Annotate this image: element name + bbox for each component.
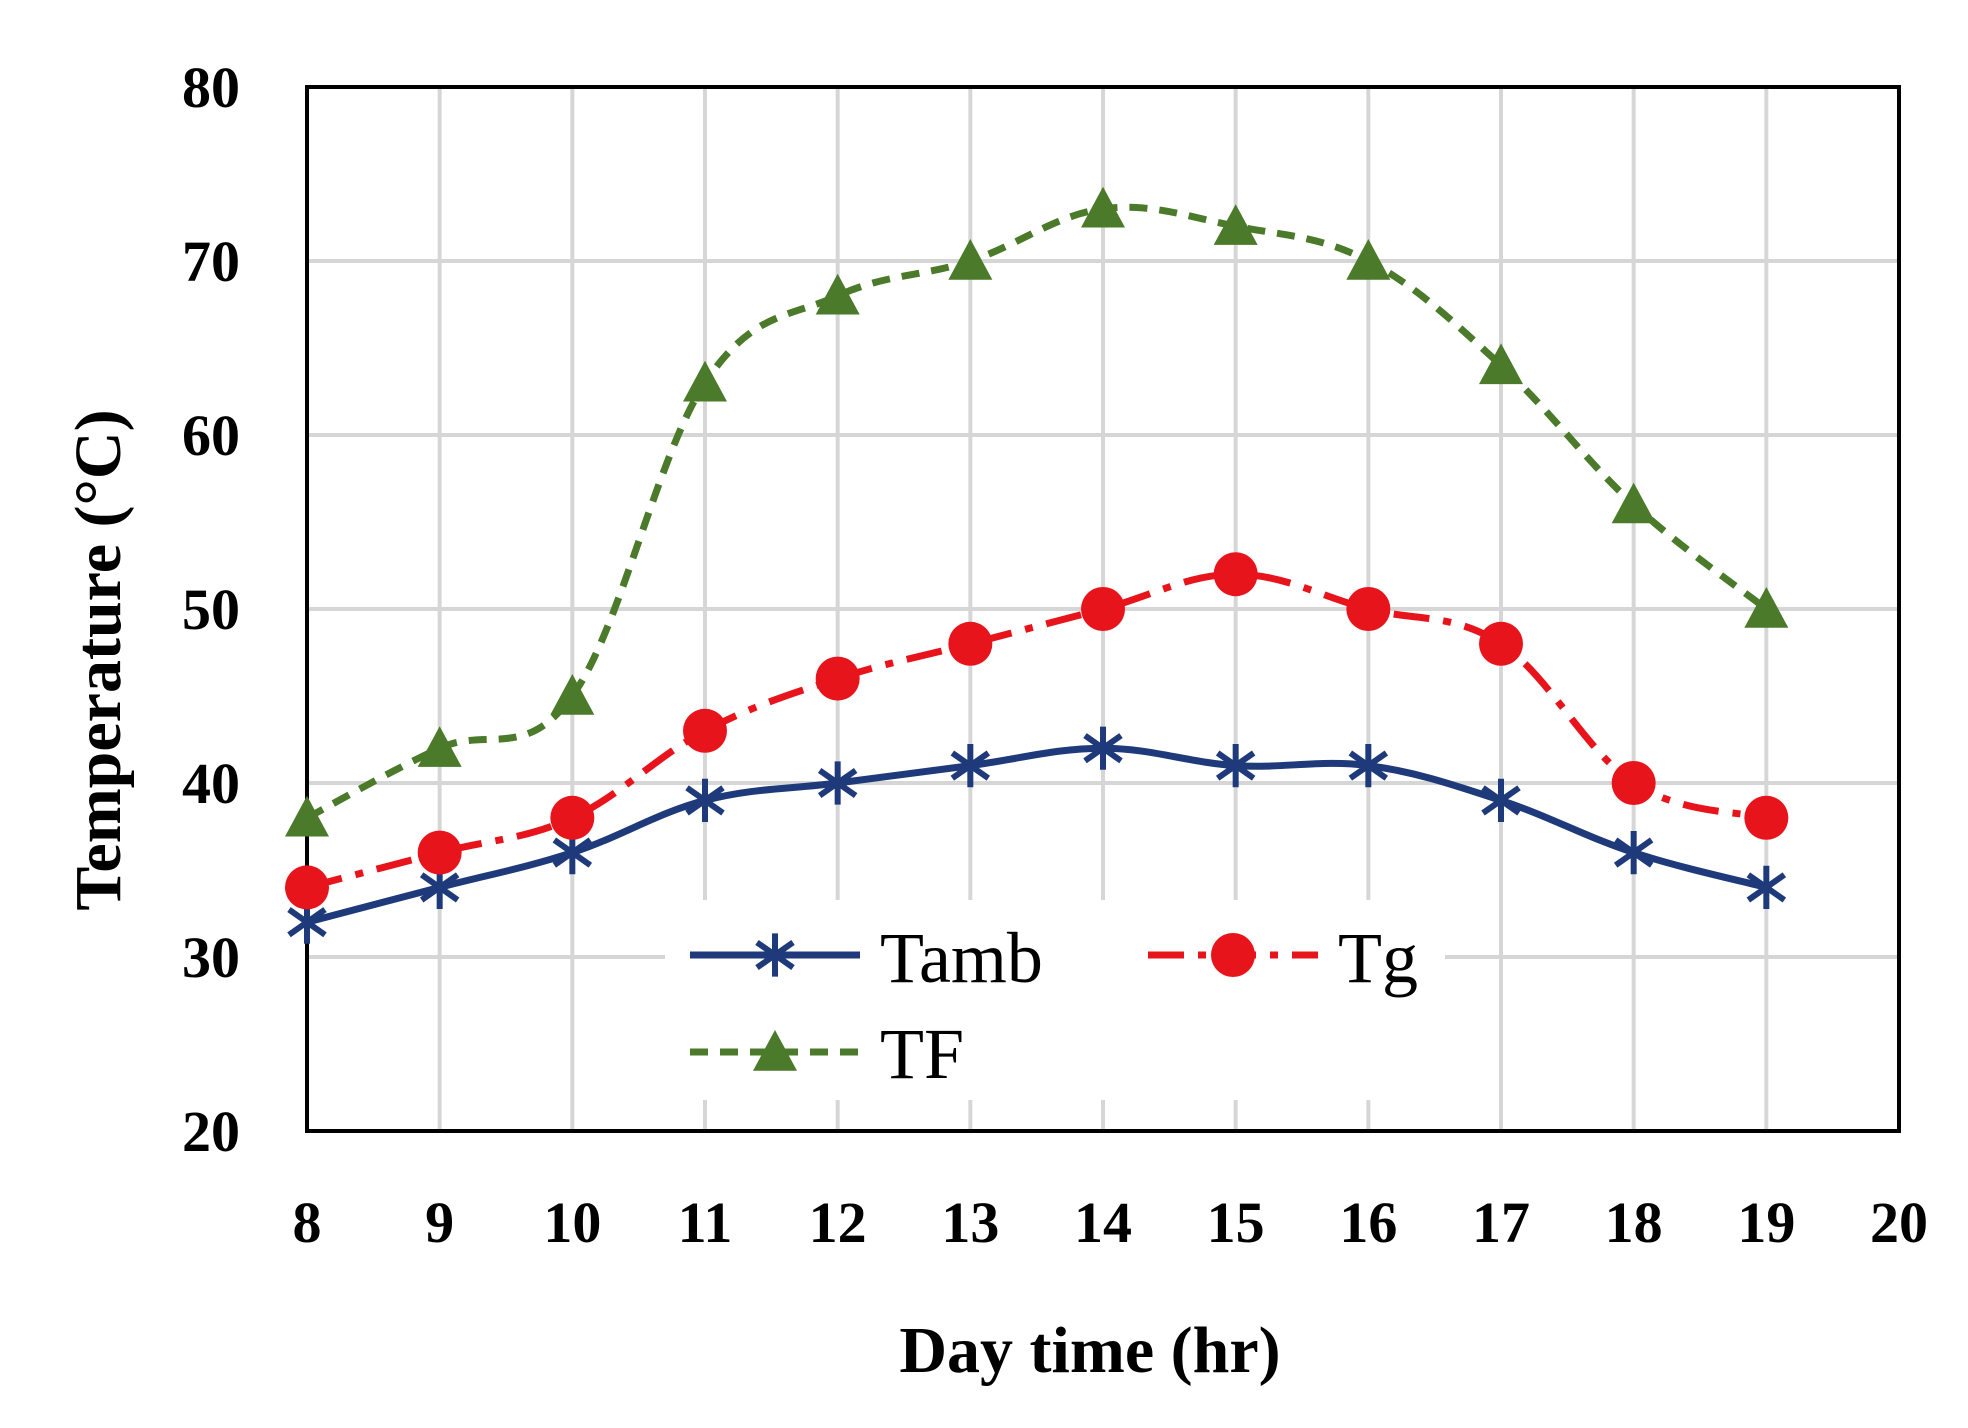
series-tf [285,186,1789,837]
legend-entry-tamb [690,933,860,977]
data-point-tamb-19 [1746,865,1787,909]
data-point-tf-11 [683,360,727,402]
data-point-tg-9 [417,830,462,875]
legend-label-tg: Tg [1338,918,1418,998]
y-tick-label-40: 40 [182,751,240,816]
x-tick-label-14: 14 [1074,1190,1132,1255]
data-point-tamb-16 [1348,744,1389,788]
legend-entry-tg [1148,933,1318,977]
data-point-tg-16 [1346,587,1391,631]
data-point-tamb-13 [950,744,991,788]
data-point-tamb-15 [1215,744,1256,788]
data-point-tf-19 [1744,587,1789,628]
data-point-tamb-18 [1613,831,1654,875]
data-point-tamb-17 [1481,778,1521,822]
data-point-tg-12 [815,656,860,701]
x-tick-label-11: 11 [678,1190,733,1255]
data-point-tf-18 [1611,482,1656,524]
data-point-tf-14 [1081,186,1125,228]
data-point-tf-15 [1213,204,1258,245]
series-line-tg [306,570,1768,891]
legend-label-tamb: Tamb [880,918,1043,998]
y-tick-label-50: 50 [182,577,240,642]
legend-marker-tg [1211,933,1255,977]
x-tick-label-13: 13 [941,1190,999,1255]
legend-marker-tf [753,1030,797,1071]
plot-frame [305,85,1901,1133]
x-tick-label-12: 12 [809,1190,867,1255]
series-tg [285,552,1789,910]
data-point-tg-19 [1744,795,1789,840]
data-point-tg-8 [285,865,329,910]
data-point-tg-18 [1611,761,1656,805]
y-axis-ticks: 20 30 40 50 60 70 80 [182,55,240,1164]
data-point-tf-17 [1479,343,1523,385]
data-point-tg-17 [1479,621,1523,666]
x-tick-label-10: 10 [543,1190,601,1255]
data-point-tg-14 [1081,587,1125,631]
x-axis-title: Day time (hr) [899,1314,1280,1387]
x-tick-label-8: 8 [293,1190,322,1255]
x-axis-ticks: 8 9 10 11 12 13 14 15 16 17 18 19 20 [293,1190,1929,1255]
data-point-tg-11 [683,708,727,753]
data-point-tg-13 [948,621,993,666]
data-point-tamb-12 [817,761,858,805]
y-axis-title: Temperature (°C) [62,409,135,910]
x-tick-label-19: 19 [1737,1190,1795,1255]
legend-entry-tf [690,1030,860,1071]
data-point-tg-15 [1213,552,1258,597]
x-tick-label-16: 16 [1339,1190,1397,1255]
series-line-tamb [306,744,1768,926]
legend-label-tf: TF [880,1014,964,1094]
data-point-tf-12 [815,273,860,315]
y-tick-label-30: 30 [182,925,240,990]
data-point-tg-10 [550,795,595,840]
series-layer [285,186,1789,944]
x-tick-label-17: 17 [1472,1190,1530,1255]
x-tick-label-20: 20 [1870,1190,1928,1255]
x-tick-label-15: 15 [1207,1190,1265,1255]
y-tick-label-20: 20 [182,1099,240,1164]
y-tick-label-70: 70 [182,229,240,294]
data-point-tf-10 [550,674,595,715]
series-tamb [287,726,1787,944]
y-tick-label-60: 60 [182,403,240,468]
data-point-tamb-11 [685,778,725,822]
data-point-tf-13 [948,239,993,280]
data-point-tamb-14 [1083,726,1123,770]
data-point-tf-16 [1346,239,1391,280]
data-point-tf-9 [417,726,462,767]
y-tick-label-80: 80 [182,55,240,120]
x-tick-label-18: 18 [1605,1190,1663,1255]
legend-background [665,900,1445,1100]
legend-marker-tamb [755,933,795,977]
legend: Tamb Tg TF [665,900,1445,1100]
data-point-tf-8 [285,795,329,837]
series-line-tf [305,203,1769,821]
x-tick-label-9: 9 [425,1190,454,1255]
